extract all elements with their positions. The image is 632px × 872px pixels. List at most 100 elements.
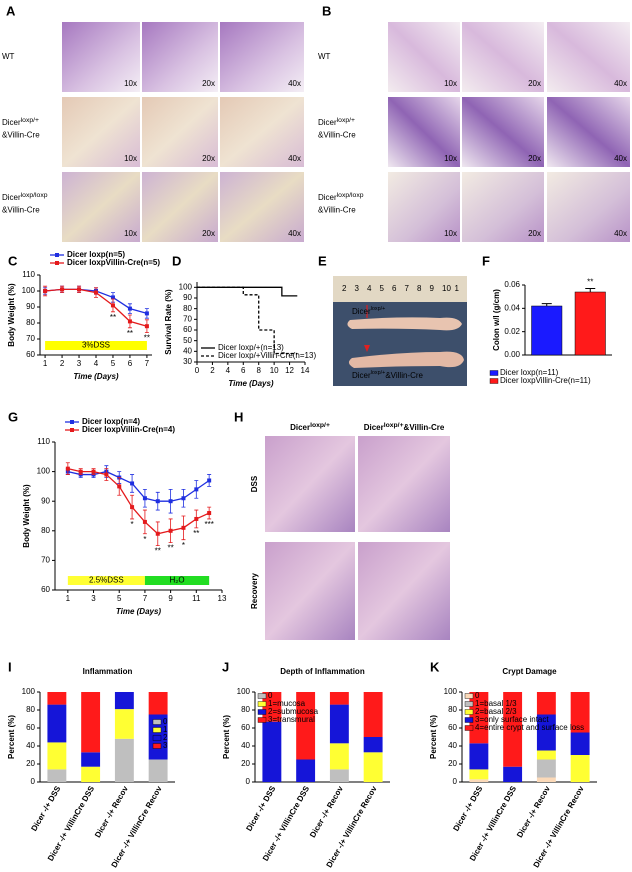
label-line2: &Villin-Cre bbox=[385, 371, 423, 380]
ruler-number: 6 bbox=[392, 284, 397, 293]
series-line bbox=[67, 470, 210, 502]
y-tick-label: 100 bbox=[444, 687, 458, 696]
colon-photo bbox=[333, 276, 467, 386]
x-tick-label: 6 bbox=[128, 359, 133, 368]
panel-label: C bbox=[8, 253, 18, 268]
y-tick-label: 0 bbox=[453, 777, 458, 786]
panel-label: D bbox=[172, 253, 181, 268]
magnification: 40x bbox=[288, 79, 301, 88]
magnification: 20x bbox=[528, 79, 541, 88]
bar bbox=[574, 291, 606, 356]
marker bbox=[144, 324, 149, 329]
bar-segment bbox=[114, 738, 134, 782]
ruler-number: 3 bbox=[355, 284, 360, 293]
ruler-number: 8 bbox=[417, 284, 422, 293]
bar-segment bbox=[469, 779, 489, 782]
x-tick-label: Dicer -/+ DSS bbox=[451, 784, 484, 833]
legend-swatch bbox=[464, 709, 474, 715]
legend-swatch bbox=[152, 719, 162, 725]
marker bbox=[94, 290, 98, 295]
y-tick-label: 40 bbox=[448, 741, 457, 750]
y-tick-label: 100 bbox=[22, 687, 36, 696]
legend-swatch bbox=[152, 727, 162, 733]
error-bar bbox=[585, 288, 596, 292]
y-axis-title: Percent (%) bbox=[7, 715, 16, 759]
y-tick-label: 50 bbox=[183, 336, 192, 345]
micrograph bbox=[62, 97, 140, 167]
marker bbox=[110, 303, 115, 308]
y-axis-title: Survival Rate (%) bbox=[164, 289, 173, 355]
micrograph bbox=[462, 172, 544, 242]
x-tick-label: 12 bbox=[285, 366, 294, 375]
y-tick-label: 40 bbox=[241, 741, 250, 750]
bar-segment bbox=[47, 692, 67, 705]
x-tick-label: 5 bbox=[111, 359, 116, 368]
micrograph bbox=[142, 22, 218, 92]
y-tick-label: 90 bbox=[26, 302, 35, 311]
micrograph bbox=[388, 97, 460, 167]
panel-label: H bbox=[234, 409, 243, 424]
legend-swatch bbox=[257, 717, 267, 723]
marker bbox=[91, 469, 96, 474]
significance: ** bbox=[110, 313, 116, 322]
legend-swatch bbox=[464, 717, 474, 723]
y-tick-label: 100 bbox=[37, 467, 51, 476]
y-tick-label: 60 bbox=[183, 325, 192, 334]
bar-segment bbox=[329, 704, 349, 744]
y-tick-label: 60 bbox=[26, 723, 35, 732]
x-tick-label: 1 bbox=[43, 359, 48, 368]
significance: *** bbox=[204, 520, 213, 529]
x-axis-title: Time (Days) bbox=[116, 607, 162, 616]
bar-segment bbox=[148, 759, 168, 782]
label-base: Dicer bbox=[2, 118, 21, 127]
x-tick-label: 13 bbox=[218, 594, 227, 603]
bar-segment bbox=[81, 766, 101, 782]
legend-label: 3 bbox=[163, 741, 168, 750]
marker bbox=[127, 306, 132, 311]
magnification: 10x bbox=[444, 79, 457, 88]
y-tick-label: 0.06 bbox=[504, 280, 520, 289]
marker bbox=[43, 289, 48, 293]
x-tick-label: 3 bbox=[77, 359, 82, 368]
marker bbox=[207, 511, 212, 516]
y-tick-label: 100 bbox=[237, 687, 251, 696]
bar-segment bbox=[536, 692, 556, 715]
label-line2: &Villin-Cre bbox=[2, 206, 40, 215]
y-tick-label: 100 bbox=[179, 282, 193, 291]
bar-segment bbox=[114, 692, 134, 710]
x-tick-label: 6 bbox=[241, 366, 246, 375]
y-tick-label: 80 bbox=[183, 304, 192, 313]
x-tick-label: 4 bbox=[94, 359, 99, 368]
label-base: Dicer bbox=[318, 118, 337, 127]
magnification: 20x bbox=[528, 154, 541, 163]
bar-segment bbox=[262, 692, 282, 722]
micrograph bbox=[62, 22, 140, 92]
bar-segment bbox=[503, 692, 523, 767]
row-label: Dicerloxp/loxp &Villin-Cre bbox=[2, 192, 48, 215]
bar-segment bbox=[296, 759, 316, 782]
bar-segment bbox=[536, 714, 556, 751]
magnification: 10x bbox=[444, 229, 457, 238]
magnification: 10x bbox=[124, 229, 137, 238]
micrograph bbox=[220, 97, 304, 167]
bar-segment bbox=[363, 737, 383, 753]
legend-swatch bbox=[257, 693, 267, 699]
significance: ** bbox=[144, 334, 150, 343]
legend-label: Dicer loxp(n=5) bbox=[67, 250, 125, 259]
marker bbox=[181, 525, 186, 530]
y-tick-label: 110 bbox=[22, 270, 35, 279]
micrograph bbox=[547, 22, 630, 92]
y-tick-label: 80 bbox=[26, 705, 35, 714]
bar-segment bbox=[469, 692, 489, 744]
y-tick-label: 80 bbox=[448, 705, 457, 714]
y-axis-title: Percent (%) bbox=[222, 715, 231, 759]
ruler bbox=[333, 276, 467, 302]
marker bbox=[142, 496, 147, 501]
row-label: WT bbox=[318, 52, 331, 61]
y-tick-label: 80 bbox=[26, 318, 35, 327]
row-label: Recovery bbox=[250, 572, 259, 609]
ruler-number: 1 bbox=[455, 284, 460, 293]
chart-title: Inflammation bbox=[83, 667, 133, 676]
legend-label: 2=basal 2/3 bbox=[475, 707, 517, 716]
label-base: WT bbox=[318, 52, 331, 61]
